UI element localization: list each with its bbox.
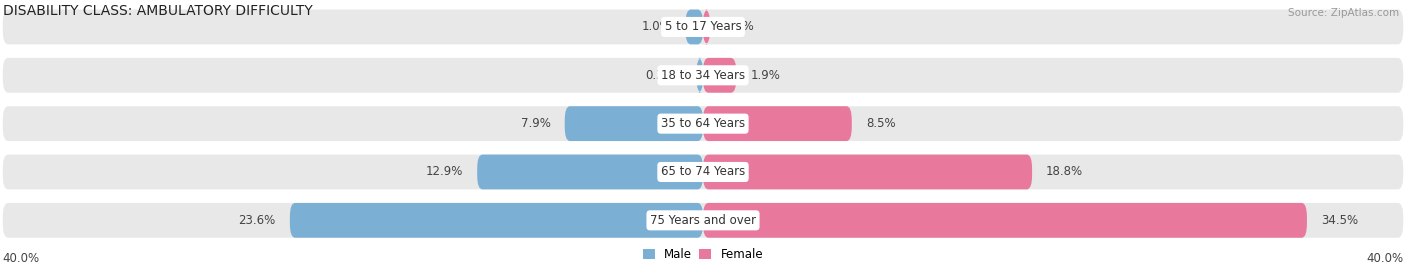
Text: 8.5%: 8.5% — [866, 117, 896, 130]
Text: 40.0%: 40.0% — [1367, 252, 1403, 265]
FancyBboxPatch shape — [477, 155, 703, 189]
Text: 65 to 74 Years: 65 to 74 Years — [661, 165, 745, 178]
FancyBboxPatch shape — [565, 106, 703, 141]
FancyBboxPatch shape — [3, 106, 1403, 141]
FancyBboxPatch shape — [290, 203, 703, 238]
FancyBboxPatch shape — [696, 58, 703, 93]
Text: 34.5%: 34.5% — [1322, 214, 1358, 227]
FancyBboxPatch shape — [703, 58, 737, 93]
Text: 1.0%: 1.0% — [641, 20, 672, 34]
Text: Source: ZipAtlas.com: Source: ZipAtlas.com — [1288, 8, 1399, 18]
Text: 23.6%: 23.6% — [239, 214, 276, 227]
FancyBboxPatch shape — [3, 155, 1403, 189]
Text: 1.9%: 1.9% — [751, 69, 780, 82]
FancyBboxPatch shape — [703, 203, 1308, 238]
FancyBboxPatch shape — [3, 10, 1403, 44]
FancyBboxPatch shape — [686, 10, 703, 44]
Text: 7.9%: 7.9% — [520, 117, 551, 130]
Text: DISABILITY CLASS: AMBULATORY DIFFICULTY: DISABILITY CLASS: AMBULATORY DIFFICULTY — [3, 4, 312, 18]
Text: 35 to 64 Years: 35 to 64 Years — [661, 117, 745, 130]
Text: 5 to 17 Years: 5 to 17 Years — [665, 20, 741, 34]
Legend: Male, Female: Male, Female — [643, 248, 763, 261]
Text: 18.8%: 18.8% — [1046, 165, 1083, 178]
FancyBboxPatch shape — [703, 106, 852, 141]
Text: 0.4%: 0.4% — [724, 20, 754, 34]
FancyBboxPatch shape — [3, 203, 1403, 238]
Text: 12.9%: 12.9% — [426, 165, 463, 178]
Text: 0.37%: 0.37% — [645, 69, 682, 82]
FancyBboxPatch shape — [703, 10, 710, 44]
FancyBboxPatch shape — [3, 58, 1403, 93]
Text: 18 to 34 Years: 18 to 34 Years — [661, 69, 745, 82]
Text: 75 Years and over: 75 Years and over — [650, 214, 756, 227]
FancyBboxPatch shape — [703, 155, 1032, 189]
Text: 40.0%: 40.0% — [3, 252, 39, 265]
